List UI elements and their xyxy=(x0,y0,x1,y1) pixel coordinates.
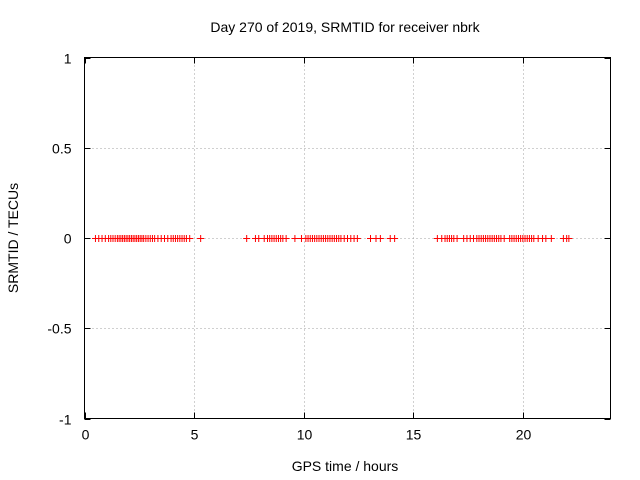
y-axis-label: SRMTID / TECUs xyxy=(5,183,21,293)
data-point xyxy=(376,235,384,242)
x-tick-label: 5 xyxy=(191,427,199,443)
x-tick-label: 10 xyxy=(297,427,313,443)
data-point xyxy=(453,235,461,242)
y-tick-label: -0.5 xyxy=(47,321,71,337)
x-tick-label: 15 xyxy=(406,427,422,443)
data-point xyxy=(565,235,573,242)
data-points xyxy=(91,235,573,242)
data-point xyxy=(291,235,299,242)
data-point xyxy=(353,235,361,242)
chart-title: Day 270 of 2019, SRMTID for receiver nbr… xyxy=(210,19,480,35)
x-tick-label: 20 xyxy=(516,427,532,443)
plot-frame xyxy=(84,57,611,419)
axis-tick-labels: 0 5 10 15 20 -1 -0.5 0 0.5 1 xyxy=(47,51,531,443)
data-point xyxy=(186,235,194,242)
x-tick-label: 0 xyxy=(82,427,90,443)
data-point xyxy=(243,235,251,242)
y-tick-label: 0.5 xyxy=(52,141,72,157)
axis-ticks xyxy=(84,57,611,420)
data-point xyxy=(197,235,205,242)
data-point xyxy=(391,235,399,242)
x-axis-label: GPS time / hours xyxy=(292,458,399,474)
y-tick-label: -1 xyxy=(59,412,72,428)
y-tick-label: 1 xyxy=(64,51,72,67)
data-point xyxy=(282,235,290,242)
y-tick-label: 0 xyxy=(64,231,72,247)
data-point xyxy=(547,235,555,242)
